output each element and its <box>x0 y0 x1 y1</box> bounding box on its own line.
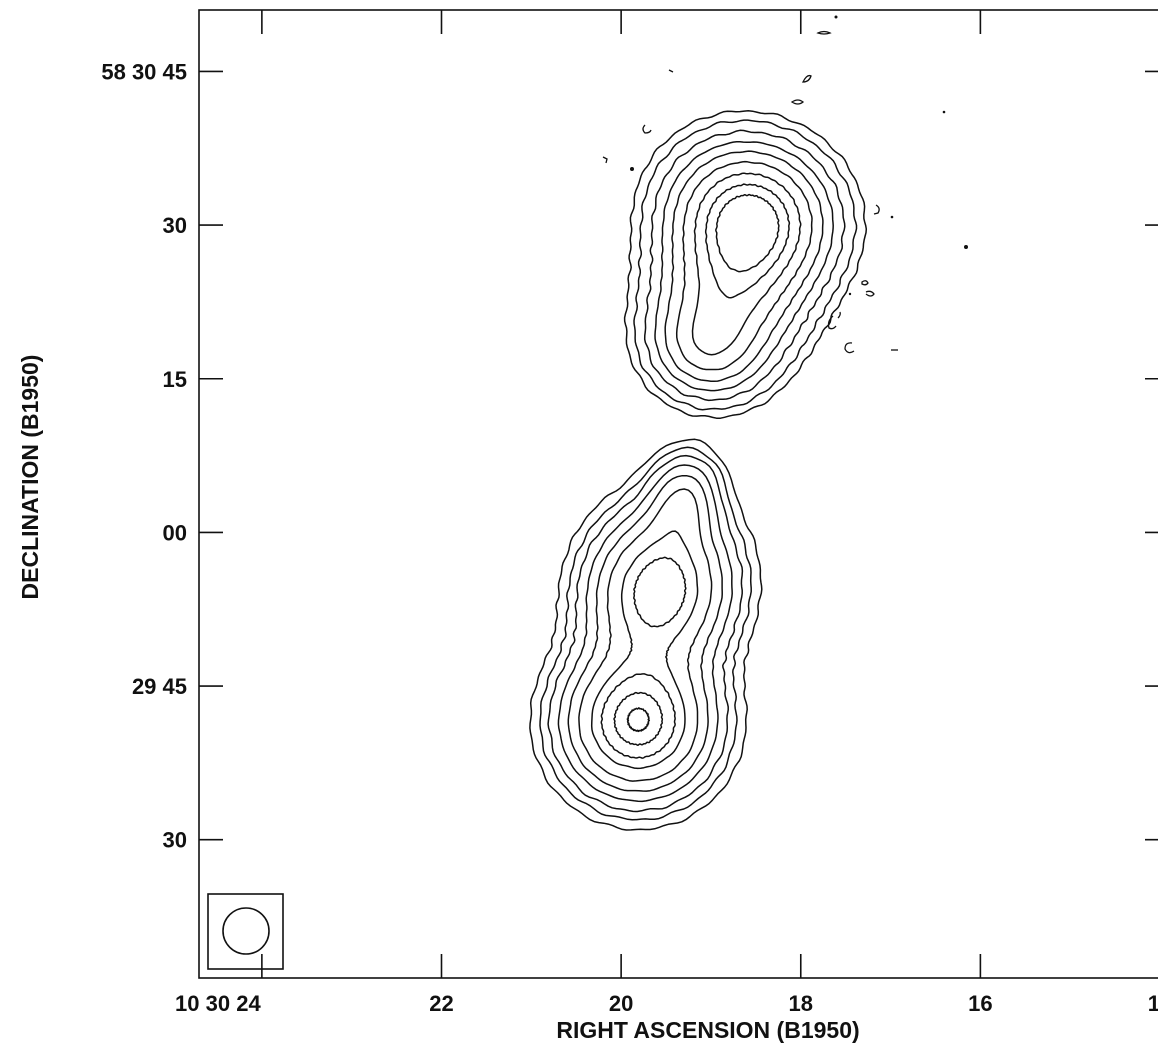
noise-contour <box>844 342 855 354</box>
contour-line <box>623 110 868 419</box>
contour-line <box>529 438 763 831</box>
y-tick-label: 30 <box>163 828 187 853</box>
beam-box <box>207 893 284 970</box>
y-tick-labels: 58 30 45 30 15 00 29 45 30 <box>101 59 187 852</box>
southern-lobe-contours <box>529 438 763 831</box>
noise-speck <box>834 15 838 19</box>
northern-lobe-contours <box>623 110 868 419</box>
beam-ellipse <box>222 907 270 955</box>
contour-line <box>691 172 802 356</box>
y-tick-label: 30 <box>163 213 187 238</box>
noise-contour <box>642 124 652 134</box>
contour-line <box>704 183 791 299</box>
contour-line <box>557 464 733 803</box>
contour-line <box>643 129 846 402</box>
y-tick-label: 58 30 45 <box>101 59 187 84</box>
contour-line <box>633 119 858 411</box>
y-tick-label: 00 <box>163 520 187 545</box>
x-tick-labels: 10 30 24 22 20 18 16 14 <box>175 991 1158 1016</box>
noise-contour <box>873 204 880 215</box>
noise-contours <box>602 15 968 354</box>
x-axis-label: RIGHT ASCENSION (B1950) <box>556 1017 859 1043</box>
noise-contour <box>801 74 812 83</box>
noise-speck <box>890 215 894 219</box>
contour-line <box>654 140 834 392</box>
contour-line <box>547 454 744 813</box>
beam-frame <box>207 893 284 970</box>
contour-line <box>590 530 699 770</box>
x-tick-label: 22 <box>429 991 453 1016</box>
noise-speck <box>942 110 946 114</box>
noise-contour <box>827 311 841 330</box>
noise-speck <box>630 167 634 171</box>
x-tick-label: 10 30 24 <box>175 991 261 1016</box>
contour-line <box>626 707 651 733</box>
contour-line <box>633 556 687 628</box>
noise-contour <box>668 69 674 73</box>
contour-line <box>539 446 752 821</box>
contour-line <box>664 150 824 383</box>
contour-line <box>613 691 664 746</box>
noise-speck <box>964 245 968 249</box>
x-tick-label: 18 <box>789 991 813 1016</box>
x-tick-label: 16 <box>968 991 992 1016</box>
y-axis-label: DECLINATION (B1950) <box>17 355 43 600</box>
x-tick-label: 14 <box>1148 991 1158 1016</box>
contour-line <box>567 474 723 792</box>
noise-contour <box>816 30 832 35</box>
plot-frame <box>198 9 1158 979</box>
noise-contour <box>861 280 875 297</box>
contour-line <box>675 160 813 371</box>
noise-speck <box>848 292 852 296</box>
contour-line <box>578 488 713 782</box>
contour-line <box>715 193 780 273</box>
contour-line <box>600 673 676 759</box>
x-tick-label: 20 <box>609 991 633 1016</box>
noise-contour <box>790 99 805 105</box>
tick-marks <box>199 10 1158 978</box>
noise-contour <box>602 156 608 164</box>
y-tick-label: 29 45 <box>132 674 187 699</box>
y-tick-label: 15 <box>163 367 187 392</box>
